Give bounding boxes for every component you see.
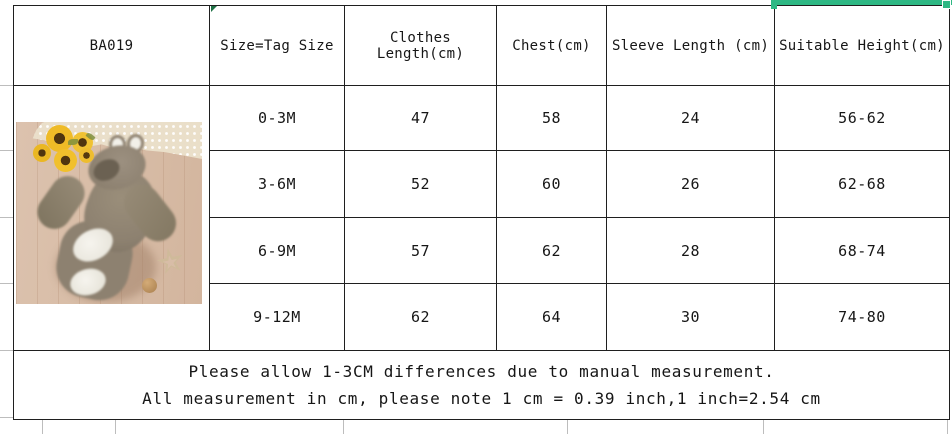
measurement-notes: Please allow 1-3CM differences due to ma… xyxy=(14,351,949,419)
sunflower xyxy=(46,125,73,152)
gridline-stub xyxy=(0,350,13,351)
sleeve-length-cell: 26 xyxy=(607,151,775,218)
size-cell: 0-3M xyxy=(210,86,345,151)
chest-cell: 62 xyxy=(497,218,607,284)
bear-romper xyxy=(16,122,202,304)
column-header-size: Size=Tag Size xyxy=(210,6,345,86)
cell-error-marker-icon xyxy=(211,6,217,12)
product-photo xyxy=(16,122,202,304)
gridline-stub xyxy=(0,417,13,418)
size-cell: 6-9M xyxy=(210,218,345,284)
sunflower xyxy=(54,149,77,172)
clothes-length-cell: 57 xyxy=(345,218,497,284)
suitable-height-cell: 56-62 xyxy=(775,86,949,151)
gridline-stub xyxy=(0,283,13,284)
sunflower xyxy=(79,148,94,163)
gridline-stub xyxy=(115,420,116,434)
sunflower-leaf xyxy=(68,139,78,145)
column-header-suitable-height: Suitable Height(cm) xyxy=(775,6,949,86)
pompom-ball xyxy=(142,278,157,293)
gridline-stub xyxy=(567,420,568,434)
gridline-stub xyxy=(0,150,13,151)
suitable-height-cell: 62-68 xyxy=(775,151,949,218)
clothes-length-cell: 52 xyxy=(345,151,497,218)
fill-handle xyxy=(942,0,951,9)
chest-cell: 58 xyxy=(497,86,607,151)
size-cell: 9-12M xyxy=(210,284,345,351)
sleeve-length-cell: 24 xyxy=(607,86,775,151)
gridline-stub xyxy=(42,420,43,434)
chest-cell: 64 xyxy=(497,284,607,351)
product-code: BA019 xyxy=(89,37,134,54)
chest-cell: 60 xyxy=(497,151,607,218)
sleeve-length-cell: 28 xyxy=(607,218,775,284)
gridline-stub xyxy=(343,420,344,434)
column-header-sleeve-length: Sleeve Length (cm) xyxy=(607,6,775,86)
gridline-stub xyxy=(0,217,13,218)
size-chart-table: BA019 Size=Tag Size Clothes Length(cm) C… xyxy=(13,5,950,420)
note-line-2: All measurement in cm, please note 1 cm … xyxy=(142,389,821,408)
clothes-length-cell: 62 xyxy=(345,284,497,351)
gridline-stub xyxy=(763,420,764,434)
product-code-cell: BA019 xyxy=(14,6,210,86)
suitable-height-cell: 74-80 xyxy=(775,284,949,351)
clothes-length-cell: 47 xyxy=(345,86,497,151)
column-header-chest: Chest(cm) xyxy=(497,6,607,86)
gridline-stub xyxy=(947,420,948,434)
suitable-height-cell: 68-74 xyxy=(775,218,949,284)
gridline-stub xyxy=(0,85,13,86)
sunflower xyxy=(33,144,51,162)
selection-border xyxy=(772,0,952,5)
note-line-1: Please allow 1-3CM differences due to ma… xyxy=(188,362,775,381)
column-header-clothes-length: Clothes Length(cm) xyxy=(345,6,497,86)
product-photo-cell xyxy=(14,86,210,351)
sleeve-length-cell: 30 xyxy=(607,284,775,351)
size-cell: 3-6M xyxy=(210,151,345,218)
